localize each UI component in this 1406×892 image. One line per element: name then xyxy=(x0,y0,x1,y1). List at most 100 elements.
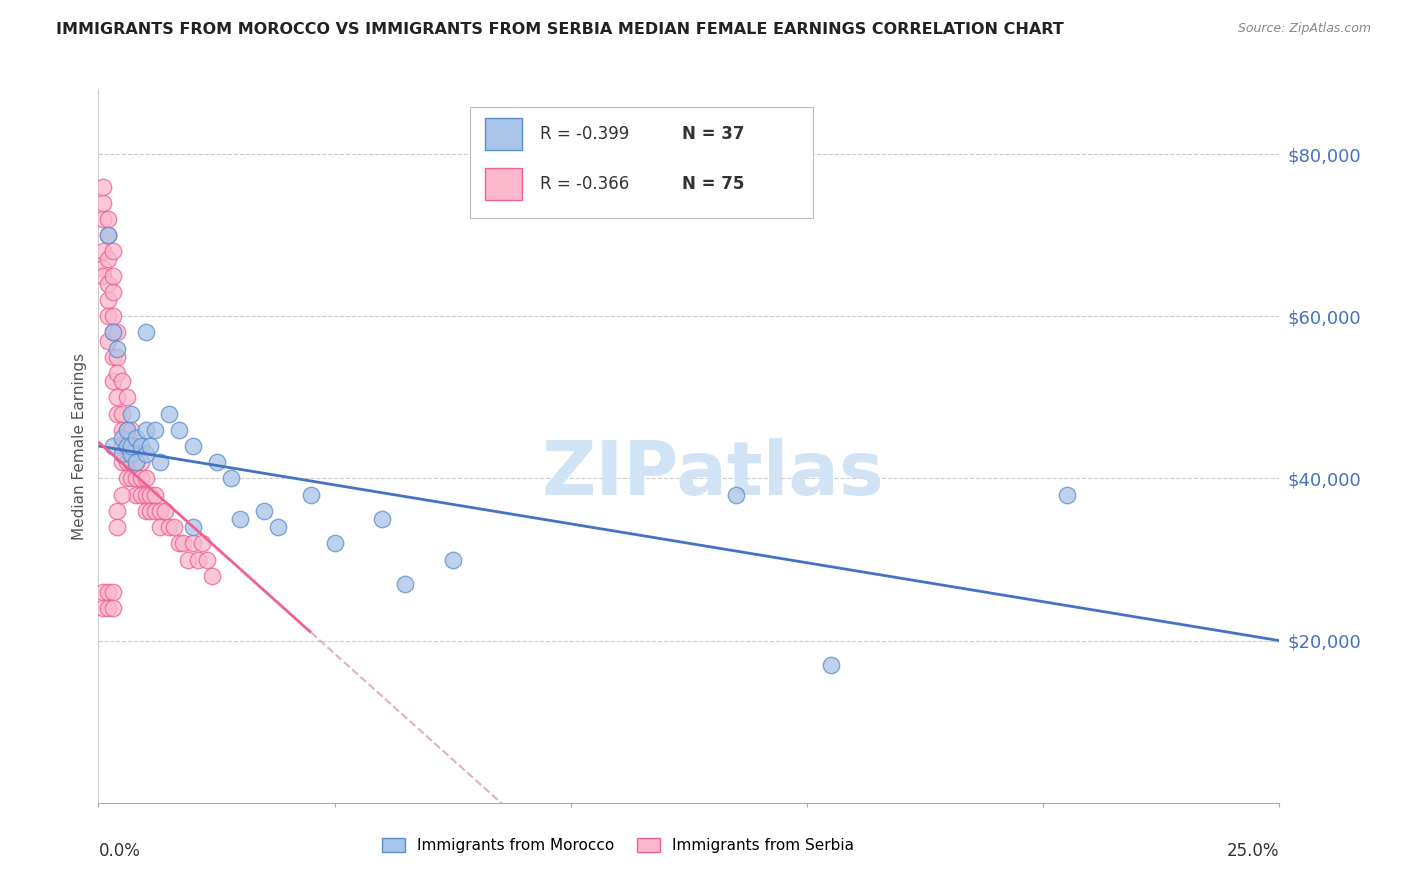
Point xyxy=(101,374,124,388)
Point xyxy=(115,423,138,437)
Point xyxy=(139,504,162,518)
Point xyxy=(167,423,190,437)
Point xyxy=(105,366,128,380)
Point xyxy=(101,268,124,283)
Point xyxy=(181,536,204,550)
Point xyxy=(135,423,157,437)
Point xyxy=(125,439,148,453)
Point xyxy=(121,455,143,469)
Point xyxy=(115,455,138,469)
Text: Source: ZipAtlas.com: Source: ZipAtlas.com xyxy=(1237,22,1371,36)
Point xyxy=(219,471,242,485)
Point xyxy=(111,423,134,437)
Point xyxy=(101,350,124,364)
Point xyxy=(125,455,148,469)
Point xyxy=(157,407,180,421)
Point xyxy=(149,520,172,534)
Point xyxy=(111,455,134,469)
Point xyxy=(111,374,134,388)
Point xyxy=(371,512,394,526)
Point xyxy=(121,439,143,453)
Point xyxy=(394,577,416,591)
Point xyxy=(135,326,157,340)
Point xyxy=(129,455,152,469)
Point xyxy=(177,552,200,566)
Point xyxy=(143,488,166,502)
Point xyxy=(101,439,124,453)
Point xyxy=(129,439,152,453)
Point xyxy=(91,195,114,210)
Point xyxy=(323,536,346,550)
Point xyxy=(97,252,120,267)
Point xyxy=(267,520,290,534)
Point xyxy=(820,657,842,672)
Point xyxy=(125,488,148,502)
Point xyxy=(139,439,162,453)
Point xyxy=(129,488,152,502)
Point xyxy=(101,601,124,615)
Point xyxy=(121,447,143,461)
Point xyxy=(91,244,114,259)
Point xyxy=(187,552,209,566)
Point xyxy=(191,536,214,550)
Point xyxy=(129,471,152,485)
Point xyxy=(163,520,186,534)
Point xyxy=(299,488,322,502)
Point xyxy=(111,447,134,461)
Text: R = -0.399: R = -0.399 xyxy=(540,125,630,143)
Point xyxy=(101,585,124,599)
Point xyxy=(91,179,114,194)
Point xyxy=(111,488,134,502)
Point xyxy=(105,342,128,356)
Y-axis label: Median Female Earnings: Median Female Earnings xyxy=(72,352,87,540)
Point xyxy=(201,568,224,582)
Point xyxy=(97,293,120,307)
Point xyxy=(97,601,120,615)
Point xyxy=(125,431,148,445)
Point xyxy=(91,211,114,226)
Point xyxy=(97,585,120,599)
Point xyxy=(149,504,172,518)
Point xyxy=(101,326,124,340)
Point xyxy=(167,536,190,550)
Point xyxy=(139,488,162,502)
Text: 0.0%: 0.0% xyxy=(98,842,141,860)
Point xyxy=(181,520,204,534)
Point xyxy=(101,326,124,340)
Point xyxy=(97,228,120,243)
Point xyxy=(101,285,124,299)
Point xyxy=(725,488,748,502)
Point xyxy=(105,504,128,518)
Legend: Immigrants from Morocco, Immigrants from Serbia: Immigrants from Morocco, Immigrants from… xyxy=(375,832,860,859)
Point xyxy=(135,447,157,461)
Point xyxy=(97,277,120,291)
Point xyxy=(97,334,120,348)
FancyBboxPatch shape xyxy=(471,107,813,218)
Point xyxy=(115,390,138,404)
Point xyxy=(135,471,157,485)
Point xyxy=(135,504,157,518)
Point xyxy=(149,455,172,469)
Point xyxy=(105,350,128,364)
Point xyxy=(111,431,134,445)
Point xyxy=(105,390,128,404)
Point xyxy=(97,211,120,226)
Point xyxy=(111,407,134,421)
Bar xyxy=(485,118,523,150)
Point xyxy=(97,228,120,243)
Point xyxy=(91,268,114,283)
Text: ZIPatlas: ZIPatlas xyxy=(541,438,884,511)
Point xyxy=(153,504,176,518)
Point xyxy=(91,260,114,275)
Point xyxy=(115,423,138,437)
Point xyxy=(143,423,166,437)
Point xyxy=(121,439,143,453)
Point xyxy=(195,552,218,566)
Point xyxy=(157,520,180,534)
Bar xyxy=(485,168,523,200)
Point xyxy=(1056,488,1078,502)
Point xyxy=(253,504,276,518)
Text: 25.0%: 25.0% xyxy=(1227,842,1279,860)
Point xyxy=(101,310,124,324)
Point xyxy=(111,439,134,453)
